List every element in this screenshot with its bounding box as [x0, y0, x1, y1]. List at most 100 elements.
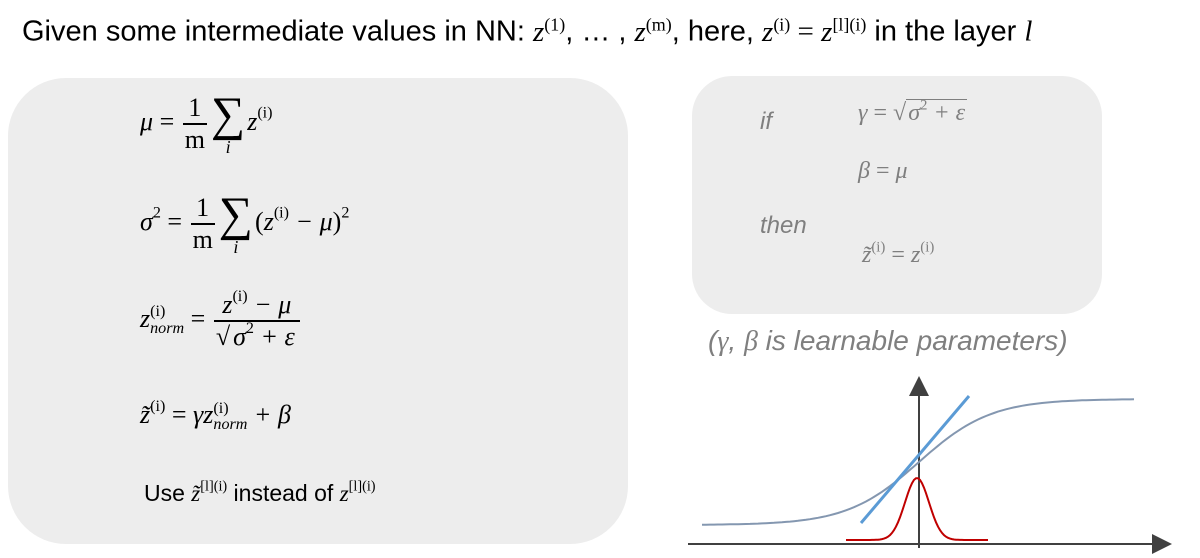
minus-mu: − μ [289, 206, 333, 236]
title-l: l [1024, 15, 1033, 48]
fraction-denominator: √ σ2 + ε [213, 319, 300, 352]
title-zm-base: z [634, 15, 646, 48]
title-zm-sup: (m) [645, 14, 672, 34]
scale-shift-equation: z̃(i) = γz (i) norm + β [140, 397, 291, 433]
title-in-layer: in the layer [866, 15, 1025, 48]
equals-sign: = [159, 106, 175, 136]
note-comma: , [728, 325, 744, 356]
z-symbol: z [339, 481, 349, 506]
plus-beta: + β [247, 400, 291, 429]
gaussian-curve [846, 477, 988, 541]
z-symbol: z [222, 290, 233, 319]
beta-condition: β = μ [858, 158, 908, 185]
layer-superscript: [l](i) [348, 478, 376, 495]
title-z1-sup: (1) [544, 14, 566, 34]
title-zm: z(m) [634, 14, 672, 48]
z-tilde-superscript: (i) [871, 239, 886, 256]
norm-superscript: (i) [150, 303, 166, 321]
layer-superscript: [l](i) [200, 478, 228, 495]
plus-epsilon: + ε [927, 100, 966, 126]
open-paren: ( [255, 206, 264, 236]
title-zi: z(i) [762, 14, 790, 48]
sqrt-icon: √ [893, 100, 907, 126]
fraction-numerator: z(i) − μ [214, 287, 300, 320]
squared-superscript: 2 [245, 319, 254, 337]
equals-sign: = [867, 100, 894, 126]
fraction-denominator: m [182, 122, 207, 154]
sigma-symbol: σ [140, 206, 153, 236]
equals-sign: = [885, 242, 911, 268]
equals-sign: = [190, 303, 206, 333]
fraction-denominator: m [190, 222, 215, 254]
equals-sign: = [869, 158, 896, 184]
gamma-symbol: γ [193, 400, 204, 429]
squared-superscript: 2 [152, 204, 161, 222]
minus-mu: − μ [247, 290, 292, 319]
sigma-symbol: σ [908, 100, 921, 126]
title-zl-sup: [l](i) [832, 14, 867, 34]
sigma-symbol: σ [233, 321, 246, 351]
sigma-sum-icon: ∑ [218, 188, 254, 241]
normalization-equation: z (i) norm = z(i) − μ √ σ2 + ε [140, 287, 302, 352]
use-label: Use [144, 480, 192, 506]
fraction-numerator: 1 [188, 92, 202, 122]
z-superscript: (i) [273, 204, 290, 222]
norm-subscript: norm [150, 319, 185, 337]
norm-subscript: norm [213, 415, 248, 433]
z-superscript: (i) [920, 239, 935, 256]
beta-symbol: β [743, 326, 758, 357]
gamma-condition: γ = √σ2 + ε [858, 97, 968, 127]
plus-epsilon: + ε [253, 321, 295, 351]
equals-sign: = [171, 400, 187, 429]
use-instruction: Use z̃[l](i) instead of z[l](i) [144, 478, 376, 507]
z-symbol: z [247, 106, 258, 136]
z-tilde-superscript: (i) [150, 397, 166, 415]
summation: ∑ i [210, 88, 246, 156]
title-z1: z(1) [532, 14, 566, 48]
then-result: z̃(i) = z(i) [862, 239, 935, 269]
mean-equation: μ = 1 m ∑ i z(i) [140, 88, 273, 156]
summation: ∑ i [218, 188, 254, 257]
instead-of-label: instead of [227, 480, 340, 506]
sigma-sum-icon: ∑ [210, 88, 246, 141]
close-paren: ) [332, 206, 342, 236]
equations-panel [8, 78, 628, 544]
learnable-parameters-note: (γ, β is learnable parameters) [708, 325, 1068, 358]
if-label: if [760, 108, 772, 135]
tangent-line [859, 395, 971, 524]
title-z1-base: z [532, 15, 545, 48]
squared-superscript: 2 [920, 97, 928, 114]
z-symbol: z [263, 206, 274, 236]
title-zl: z[l](i) [821, 14, 867, 48]
title-prefix: Given some intermediate values in NN: [22, 15, 533, 48]
norm-superscript: (i) [213, 399, 229, 417]
title-dots: , … , [565, 15, 635, 48]
sigmoid-curve [702, 398, 1135, 526]
norm-subsup: (i) norm [150, 304, 184, 336]
beta-symbol: β [858, 158, 870, 184]
fraction-numerator: 1 [196, 192, 210, 222]
sum-index: i [233, 236, 239, 257]
equals-sign: = [167, 206, 183, 236]
z-symbol: z [910, 242, 921, 268]
title-equals: = [790, 15, 822, 48]
note-text: is learnable parameters) [757, 325, 1068, 356]
mu-symbol: μ [140, 106, 154, 136]
condition-panel [692, 76, 1102, 314]
z-superscript: (i) [232, 287, 248, 305]
z-symbol: z [140, 303, 151, 333]
then-label: then [760, 212, 807, 239]
z-tilde-symbol: z̃ [862, 242, 872, 268]
norm-subsup: (i) norm [213, 399, 248, 433]
z-tilde-symbol: z̃ [191, 481, 201, 506]
gamma-symbol: γ [717, 326, 729, 357]
page-title: Given some intermediate values in NN: z(… [22, 14, 1032, 49]
z-superscript: (i) [257, 104, 273, 122]
squared-superscript: 2 [341, 204, 350, 222]
title-zi-base: z [762, 15, 774, 48]
note-open-paren: ( [708, 325, 718, 356]
z-tilde-symbol: z̃ [140, 400, 151, 429]
